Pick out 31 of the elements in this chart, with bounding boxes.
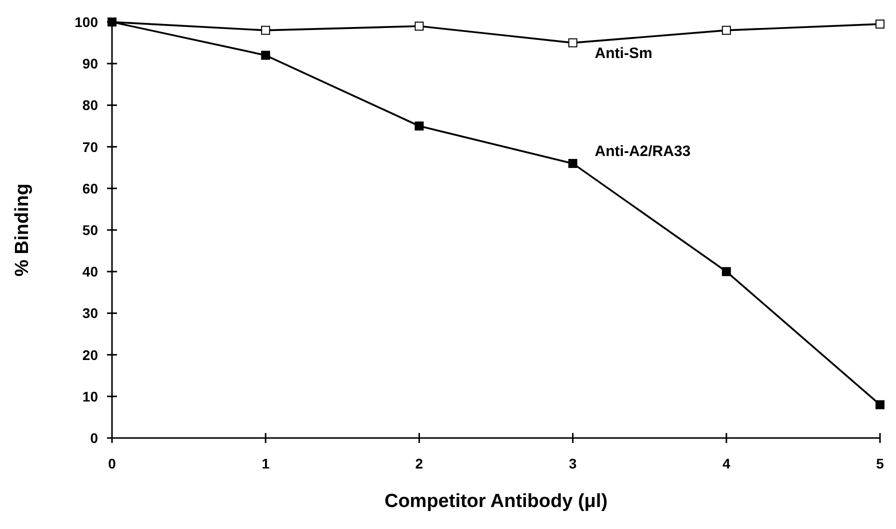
y-tick-label: 50 — [82, 222, 98, 238]
y-tick-label: 40 — [82, 264, 98, 280]
y-tick-label: 20 — [82, 346, 98, 363]
point — [261, 50, 270, 60]
y-tick-label: 70 — [82, 138, 98, 155]
x-tick-label: 1 — [262, 455, 270, 472]
point — [568, 158, 578, 168]
y-tick-label: 10 — [82, 388, 98, 404]
point — [722, 26, 731, 35]
point — [876, 20, 884, 29]
x-tick-label: 3 — [568, 455, 577, 472]
y-axis-title: % Binding — [12, 184, 33, 276]
y-tick-label: 90 — [82, 56, 98, 72]
point — [568, 38, 578, 48]
x-axis-title: Competitor Antibody (μl) — [384, 491, 608, 512]
y-tick-label: 0 — [90, 430, 98, 446]
point — [414, 22, 424, 31]
series-label: Anti-Sm — [594, 45, 652, 62]
y-tick-label: 60 — [82, 180, 98, 196]
y-tick-label: 100 — [74, 14, 98, 30]
x-tick-label: 0 — [108, 455, 116, 472]
point — [722, 267, 731, 276]
x-tick-label: 5 — [876, 455, 884, 472]
series-label: Anti-A2/RA33 — [594, 142, 691, 160]
x-tick-label: 2 — [415, 455, 424, 472]
y-tick-label: 30 — [82, 305, 98, 322]
y-tick-label: 80 — [82, 97, 98, 114]
point — [261, 26, 270, 35]
point — [876, 400, 884, 410]
x-tick-label: 4 — [722, 455, 730, 472]
point — [414, 122, 424, 130]
